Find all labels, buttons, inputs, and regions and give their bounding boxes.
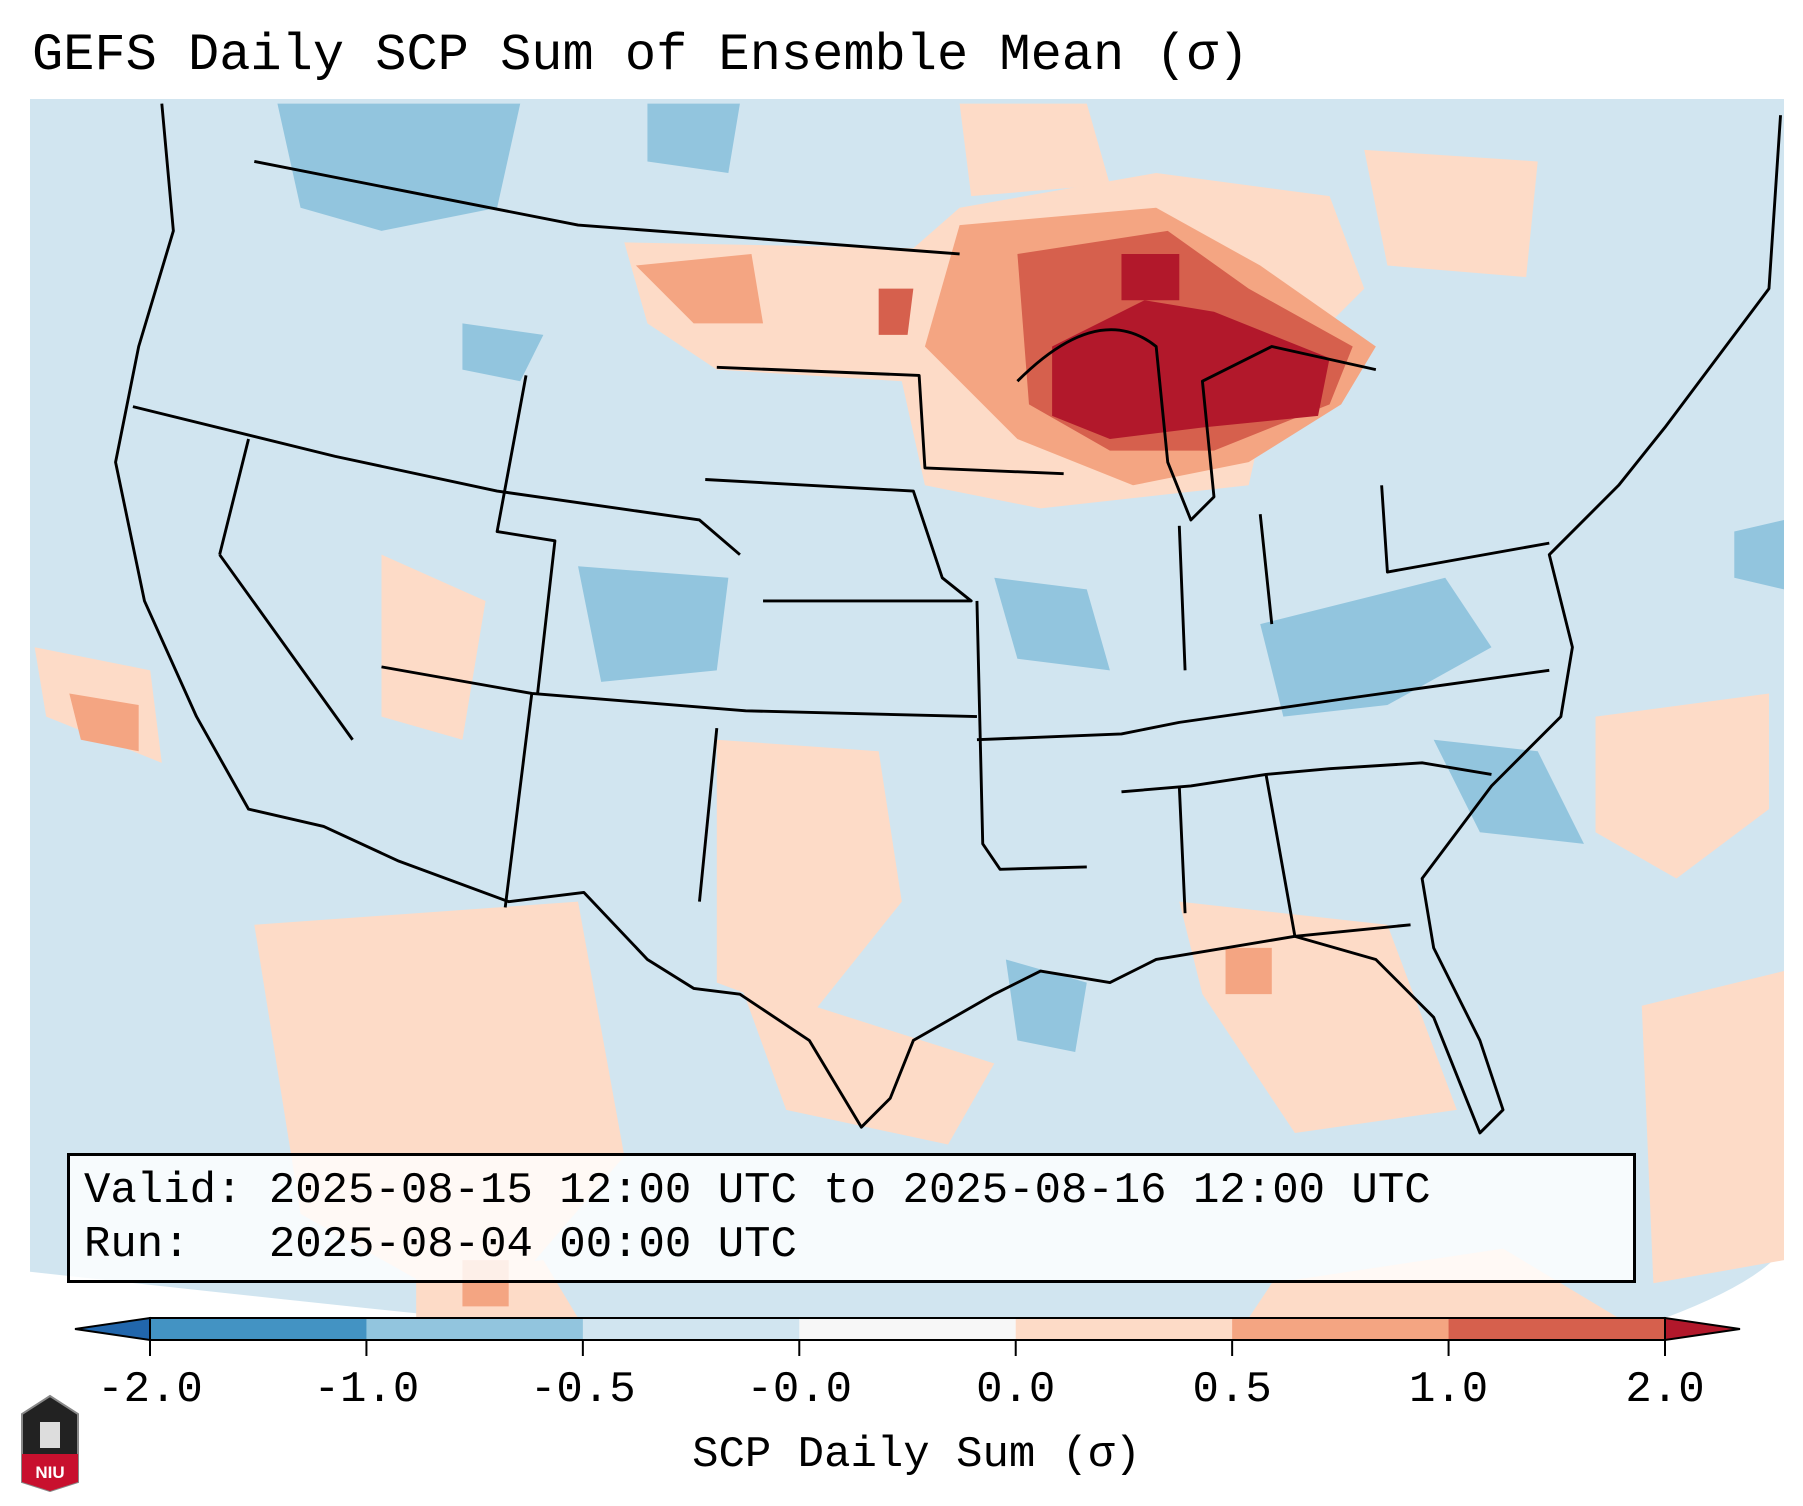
- colorbar-tick-label: 0.5: [1192, 1365, 1272, 1415]
- outside-projection: [30, 1271, 463, 1318]
- colorbar: [74, 1316, 1741, 1356]
- svg-text:NIU: NIU: [35, 1463, 64, 1482]
- colorbar-extend-low: [74, 1316, 151, 1342]
- colorbar-tick-label: -1.0: [313, 1365, 420, 1415]
- valid-time-range: 2025-08-15 12:00 UTC to 2025-08-16 12:00…: [268, 1166, 1431, 1216]
- colorbar-segment: [1232, 1318, 1450, 1340]
- valid-run-info-box: Valid: 2025-08-15 12:00 UTC to 2025-08-1…: [67, 1153, 1636, 1283]
- map-title: GEFS Daily SCP Sum of Ensemble Mean (σ): [32, 26, 1249, 85]
- colorbar-tick-label: 1.0: [1408, 1365, 1489, 1415]
- outside-projection: [1664, 1248, 1784, 1318]
- colorbar-segment: [366, 1318, 584, 1340]
- colorbar-segment: [1448, 1318, 1666, 1340]
- colorbar-segment: [1015, 1318, 1233, 1340]
- valid-label: Valid:: [84, 1166, 243, 1216]
- run-time: 2025-08-04 00:00 UTC: [268, 1220, 797, 1270]
- blue-areas: [277, 103, 1784, 1052]
- scp-map: [30, 99, 1784, 1318]
- colorbar-tick-label: 0.0: [976, 1365, 1056, 1415]
- niu-logo: NIU: [21, 1394, 79, 1492]
- us-outline: [114, 103, 1782, 1135]
- boundaries: [114, 103, 1782, 1135]
- colorbar-segment: [799, 1318, 1017, 1340]
- colorbar-extend-high: [1664, 1316, 1741, 1342]
- colorbar-outline: [149, 1317, 1666, 1341]
- run-label: Run:: [84, 1220, 190, 1270]
- extreme-positive-areas: [1052, 253, 1330, 440]
- colorbar-tick-label: -0.5: [530, 1365, 636, 1415]
- colorbar-label: SCP Daily Sum (σ): [692, 1430, 1141, 1480]
- colorbar-segment: [582, 1318, 800, 1340]
- colorbar-tick-label: 2.0: [1625, 1365, 1705, 1415]
- colorbar-segment: [150, 1318, 367, 1340]
- colorbar-tick-label: -2.0: [97, 1365, 203, 1415]
- colorbar-tick-label: -0.0: [746, 1365, 853, 1415]
